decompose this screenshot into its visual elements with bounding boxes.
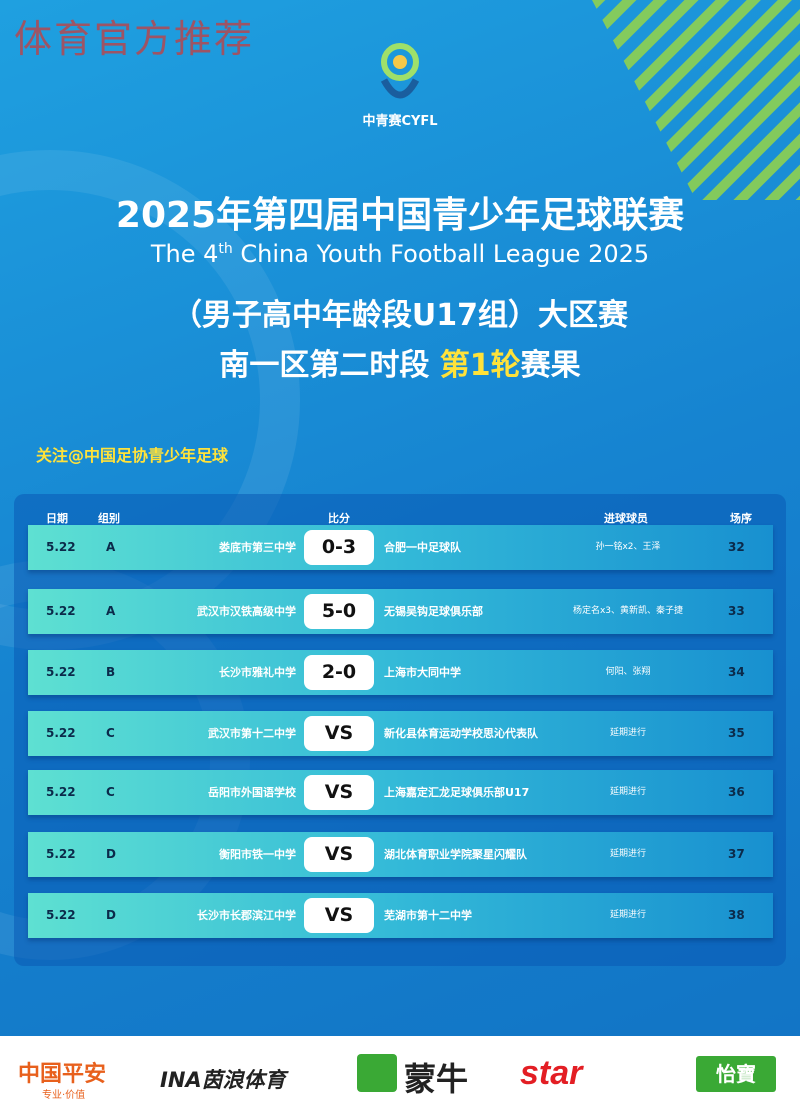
match-scorers: 杨定名x3、黄新凯、秦子捷 <box>572 606 684 616</box>
match-date: 5.22 <box>46 908 76 922</box>
match-date: 5.22 <box>46 665 76 679</box>
match-row: 5.22 C 武汉市第十二中学 VS 新化县体育运动学校思沁代表队 延期进行 35 <box>28 711 773 756</box>
match-row: 5.22 D 衡阳市铁一中学 VS 湖北体育职业学院聚星闪耀队 延期进行 37 <box>28 832 773 877</box>
round-post: 赛果 <box>520 348 581 383</box>
header-score: 比分 <box>328 512 350 525</box>
match-group: C <box>106 726 115 740</box>
sponsor-pingan-slogan: 专业·价值 <box>42 1090 86 1101</box>
title-en-post: China Youth Football League 2025 <box>232 240 650 268</box>
sponsor-mengniu: 蒙牛 <box>404 1060 469 1098</box>
match-row: 5.22 A 武汉市汉铁高级中学 5-0 无锡吴钩足球俱乐部 杨定名x3、黄新凯、秦子捷 3… <box>28 589 773 634</box>
match-scorers: 何阳、张翔 <box>605 667 651 677</box>
cyfl-logo-icon <box>380 43 420 99</box>
match-number: 32 <box>728 540 745 554</box>
match-score: VS <box>304 716 374 751</box>
match-scorers: 延期进行 <box>609 787 646 797</box>
title-cn: 2025年第四届中国青少年足球联赛 <box>115 195 685 236</box>
match-number: 35 <box>728 726 745 740</box>
home-team: 衡阳市铁一中学 <box>219 848 296 861</box>
home-team: 武汉市第十二中学 <box>208 727 296 740</box>
home-team: 武汉市汉铁高级中学 <box>197 605 296 618</box>
match-score: 0-3 <box>304 530 374 565</box>
match-score: 5-0 <box>304 594 374 629</box>
match-date: 5.22 <box>46 847 76 861</box>
sponsor-pingan: 中国平安 <box>18 1062 107 1087</box>
match-number: 33 <box>728 604 745 618</box>
match-group: A <box>106 540 116 554</box>
match-score: VS <box>304 898 374 933</box>
match-score: VS <box>304 837 374 872</box>
away-team: 上海嘉定汇龙足球俱乐部U17 <box>384 786 530 799</box>
match-row: 5.22 C 岳阳市外国语学校 VS 上海嘉定汇龙足球俱乐部U17 延期进行 36 <box>28 770 773 815</box>
title-en-pre: The 4 <box>150 240 219 268</box>
match-number: 36 <box>728 785 745 799</box>
match-group: C <box>106 785 115 799</box>
match-row: 5.22 D 长沙市长郡滨江中学 VS 芜湖市第十二中学 延期进行 38 <box>28 893 773 938</box>
away-team: 上海市大同中学 <box>384 666 461 679</box>
sponsor-star: star <box>520 1054 583 1092</box>
match-date: 5.22 <box>46 726 76 740</box>
match-date: 5.22 <box>46 604 76 618</box>
match-group: B <box>106 665 116 679</box>
home-team: 长沙市长郡滨江中学 <box>197 909 296 922</box>
home-team: 娄底市第三中学 <box>219 541 296 554</box>
watermark: 体育官方推荐 <box>14 17 255 61</box>
match-scorers: 延期进行 <box>609 728 646 738</box>
sponsor-footer: 中国平安 专业·价值 INA茵浪体育 蒙牛 star 怡寶 <box>0 1036 800 1114</box>
round-pre: 南一区第二时段 <box>219 348 440 383</box>
match-group: D <box>106 847 116 861</box>
home-team: 长沙市雅礼中学 <box>219 666 296 679</box>
title-en-sup: th <box>218 241 233 257</box>
header-match-no: 场序 <box>730 512 752 525</box>
away-team: 湖北体育职业学院聚星闪耀队 <box>384 848 527 861</box>
match-date: 5.22 <box>46 540 76 554</box>
home-team: 岳阳市外国语学校 <box>208 786 296 799</box>
mengniu-logo-icon <box>357 1054 397 1092</box>
match-scorers: 延期进行 <box>609 849 646 859</box>
decor-stripes <box>592 0 800 200</box>
match-date: 5.22 <box>46 785 76 799</box>
follow-text: 关注@中国足协青少年足球 <box>36 446 229 465</box>
logo-text: 中青赛CYFL <box>362 114 438 129</box>
match-row: 5.22 A 娄底市第三中学 0-3 合肥一中足球队 孙一铭x2、王泽 32 <box>28 525 773 570</box>
away-team: 无锡吴钩足球俱乐部 <box>384 605 483 618</box>
sponsor-yibao: 怡寶 <box>696 1056 776 1092</box>
match-group: A <box>106 604 116 618</box>
match-score: VS <box>304 775 374 810</box>
away-team: 新化县体育运动学校思沁代表队 <box>384 727 538 740</box>
header-group: 组别 <box>98 512 120 525</box>
round-title: 南一区第二时段 第1轮赛果 <box>0 340 800 384</box>
header-date: 日期 <box>46 512 68 525</box>
match-number: 38 <box>728 908 745 922</box>
header-scorers: 进球球员 <box>604 512 648 525</box>
subtitle: （男子高中年龄段U17组）大区赛 <box>171 298 629 333</box>
away-team: 芜湖市第十二中学 <box>384 909 472 922</box>
sponsor-inna: INA茵浪体育 <box>160 1068 286 1092</box>
match-row: 5.22 B 长沙市雅礼中学 2-0 上海市大同中学 何阳、张翔 34 <box>28 650 773 695</box>
match-number: 34 <box>728 665 745 679</box>
match-scorers: 延期进行 <box>609 910 646 920</box>
away-team: 合肥一中足球队 <box>384 541 461 554</box>
round-highlight: 第1轮 <box>439 348 521 383</box>
match-scorers: 孙一铭x2、王泽 <box>595 542 661 552</box>
match-score: 2-0 <box>304 655 374 690</box>
match-group: D <box>106 908 116 922</box>
title-en: The 4th China Youth Football League 2025 <box>0 240 800 268</box>
match-number: 37 <box>728 847 745 861</box>
